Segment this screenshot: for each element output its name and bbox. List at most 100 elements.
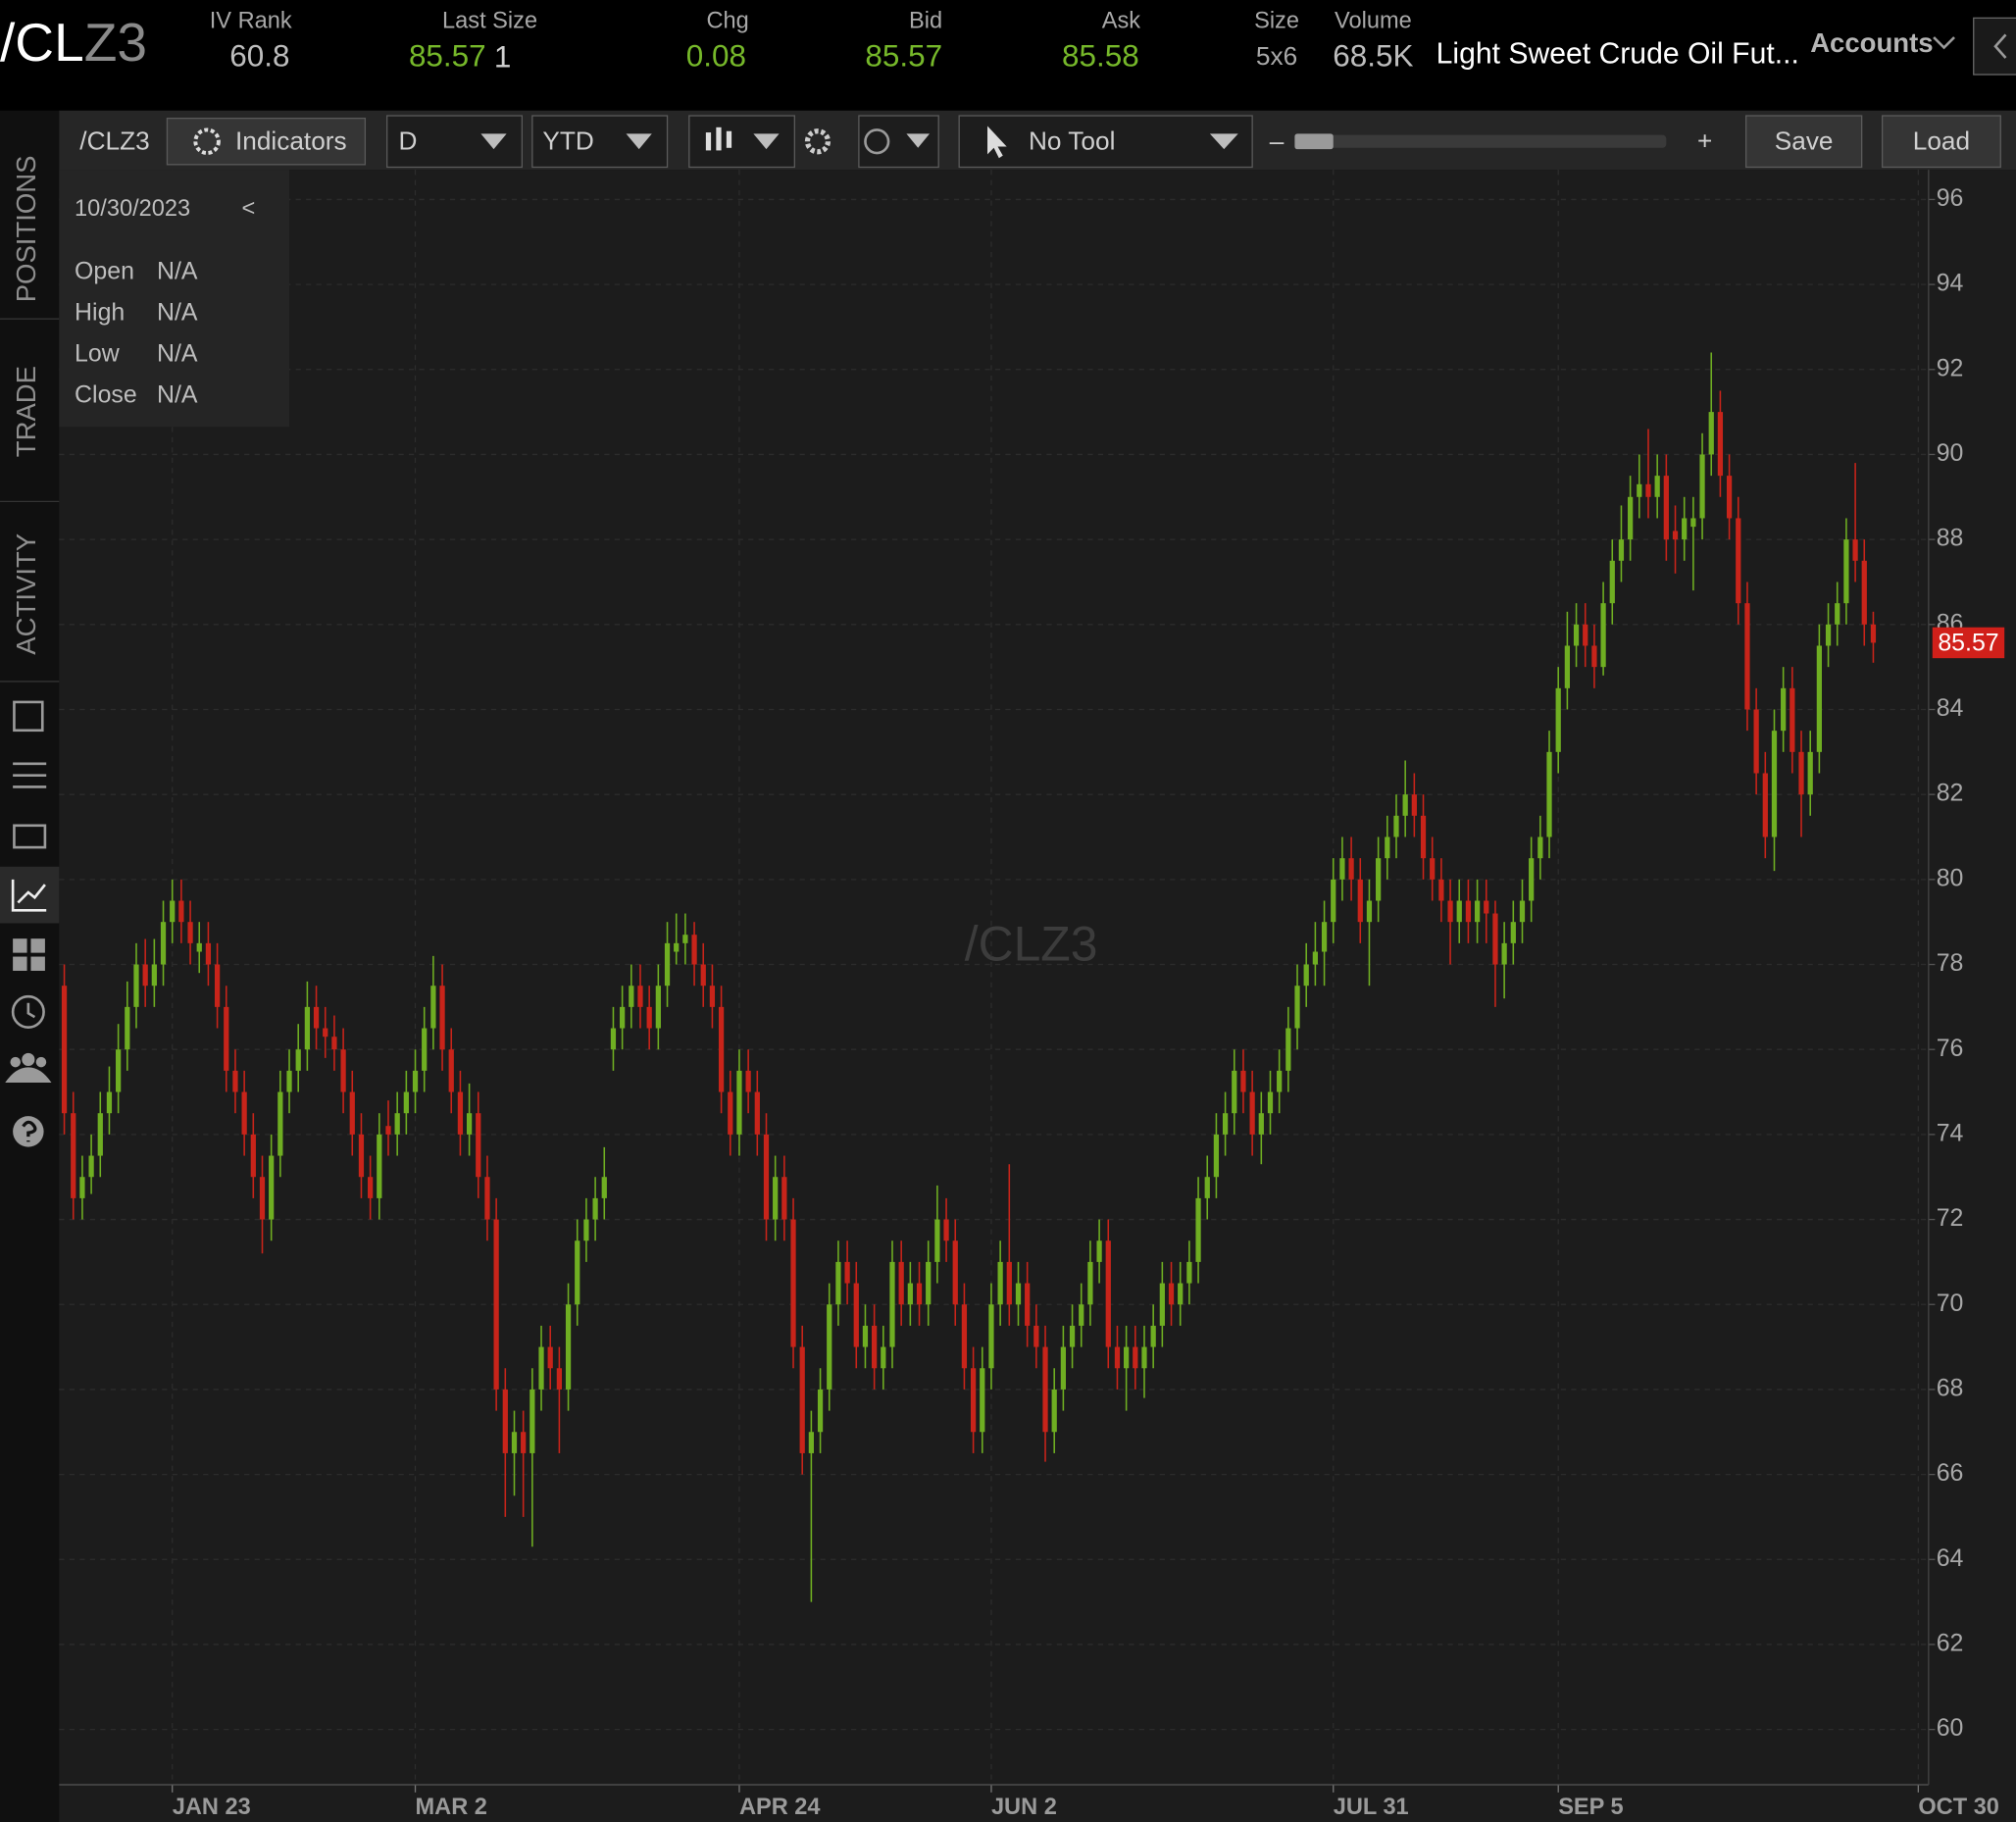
dropdown-arrow[interactable] xyxy=(906,133,931,148)
crosshair-dropdown[interactable] xyxy=(858,115,939,169)
zoom-out[interactable]: – xyxy=(1270,126,1285,155)
candle-body xyxy=(988,1304,994,1369)
candle-body xyxy=(457,1091,464,1135)
candle-body xyxy=(125,1006,130,1050)
crosshair-icon[interactable] xyxy=(864,128,890,155)
candle-body xyxy=(403,1091,409,1114)
x-tick-label: JAN 23 xyxy=(173,1795,251,1820)
chart-type-dropdown[interactable] xyxy=(688,115,795,169)
candle-body xyxy=(1546,751,1552,837)
info-value: N/A xyxy=(157,339,198,367)
sidebar-tab[interactable]: ACTIVITY xyxy=(11,533,41,655)
candle-body xyxy=(773,1177,779,1220)
candle-body xyxy=(1537,836,1543,859)
zoom-in[interactable]: + xyxy=(1697,126,1712,155)
candle-body xyxy=(790,1219,796,1347)
candle-body xyxy=(1006,1261,1012,1305)
candle-body xyxy=(1753,709,1759,774)
candle-body xyxy=(493,1219,499,1390)
load-button[interactable] xyxy=(1881,115,2001,169)
sidebar-icon[interactable] xyxy=(13,762,47,788)
range[interactable]: YTD xyxy=(542,126,593,155)
watermark: /CLZ3 xyxy=(965,917,1098,972)
candle-body xyxy=(241,1091,247,1135)
tool[interactable]: No Tool xyxy=(1029,126,1115,155)
info-collapse[interactable]: < xyxy=(242,196,256,222)
candle-body xyxy=(286,1070,292,1092)
accounts-chevron[interactable] xyxy=(1933,36,1955,50)
candle-body xyxy=(1366,900,1373,923)
candle-body xyxy=(1591,645,1597,668)
candle-body xyxy=(151,964,157,987)
candle-body xyxy=(224,1006,229,1071)
help-icon-mark[interactable] xyxy=(22,1120,37,1142)
y-tick-label: 92 xyxy=(1937,354,1964,381)
info-date: 10/30/2023 xyxy=(75,196,190,222)
field-label: Ask xyxy=(1102,9,1141,34)
candle-body xyxy=(295,1049,301,1071)
candle-body xyxy=(412,1070,419,1092)
candle-body xyxy=(368,1177,374,1198)
candle-body xyxy=(1870,624,1877,643)
candle-body xyxy=(1564,645,1571,688)
sidebar-icon[interactable] xyxy=(13,700,44,733)
candle-body xyxy=(808,1432,815,1453)
accounts[interactable]: Accounts xyxy=(1810,27,1933,58)
aggregation[interactable]: D xyxy=(398,126,417,155)
tool-dropdown[interactable] xyxy=(958,115,1253,169)
sidebar-tab[interactable]: POSITIONS xyxy=(11,155,41,302)
y-tick-label: 76 xyxy=(1937,1035,1964,1062)
sidebar-icon[interactable] xyxy=(11,994,45,1029)
candle-body xyxy=(1637,483,1642,497)
dropdown-arrow[interactable] xyxy=(1209,133,1238,150)
candle-body xyxy=(106,1091,113,1114)
toolbar-symbol[interactable]: /CLZ3 xyxy=(79,126,149,155)
candle-body xyxy=(1736,518,1741,604)
candle-body xyxy=(583,1219,589,1241)
info-value: N/A xyxy=(157,299,198,327)
plot: /CLZ360626466687072747678808284868890929… xyxy=(59,170,2005,1820)
sidebar-icon[interactable] xyxy=(13,824,47,849)
indicators-button[interactable] xyxy=(166,117,367,166)
dropdown-arrow[interactable] xyxy=(480,133,507,150)
candle-body xyxy=(1843,539,1849,604)
candle-body xyxy=(142,964,148,987)
chart-bg xyxy=(59,170,2016,1822)
sidebar-icon[interactable] xyxy=(11,879,47,912)
x-tick-label: OCT 30 xyxy=(1918,1795,1999,1820)
candle-body xyxy=(1178,1283,1184,1305)
candle-body xyxy=(1285,1028,1291,1071)
candle-body xyxy=(881,1346,886,1369)
candle-body xyxy=(827,1304,832,1390)
collapse-icon[interactable] xyxy=(1993,33,2007,59)
sidebar-icon[interactable] xyxy=(13,938,45,971)
zoom-thumb[interactable] xyxy=(1294,133,1334,150)
cursor-icon[interactable] xyxy=(987,126,1007,159)
candle-body xyxy=(323,1028,328,1038)
sidebar-tab[interactable]: TRADE xyxy=(11,366,41,457)
candle-body xyxy=(170,900,176,923)
chart-type-icon[interactable] xyxy=(705,127,732,151)
indicators-label[interactable]: Indicators xyxy=(235,126,347,155)
save-button[interactable] xyxy=(1744,115,1863,169)
save-label[interactable]: Save xyxy=(1775,126,1834,155)
candle-body xyxy=(980,1368,985,1433)
load-label[interactable]: Load xyxy=(1913,126,1970,155)
indicators-icon[interactable] xyxy=(193,127,221,156)
dropdown-arrow[interactable] xyxy=(753,133,780,150)
symbol-month: Z3 xyxy=(84,12,147,73)
candle-body xyxy=(1222,1113,1229,1135)
sidebar-icon[interactable] xyxy=(5,1052,52,1084)
settings-icon[interactable] xyxy=(804,128,832,155)
candle-body xyxy=(529,1389,535,1453)
candle-body xyxy=(1519,900,1526,923)
info-panel xyxy=(59,170,290,428)
candle-body xyxy=(556,1368,563,1390)
candle-body xyxy=(97,1113,103,1156)
field-label: Volume xyxy=(1335,9,1412,34)
symbol-root: /CL xyxy=(0,12,84,73)
dropdown-arrow[interactable] xyxy=(626,133,652,150)
candle-body xyxy=(1025,1283,1031,1326)
zoom-track[interactable] xyxy=(1294,134,1667,148)
sidebar-icon[interactable] xyxy=(26,1002,36,1019)
